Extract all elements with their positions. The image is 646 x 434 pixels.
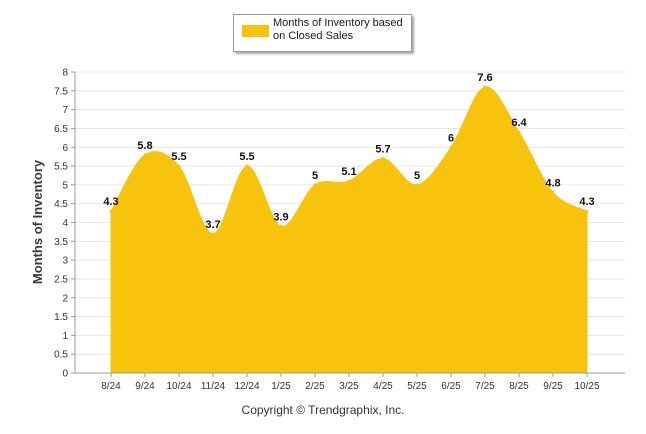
data-point xyxy=(483,85,487,89)
data-point xyxy=(109,209,113,213)
x-tick-label: 12/24 xyxy=(234,381,259,392)
x-tick-label: 10/25 xyxy=(574,381,599,392)
area-series xyxy=(109,85,589,374)
area-fill xyxy=(110,86,588,374)
data-label: 7.6 xyxy=(477,72,492,84)
y-tick-label: 0 xyxy=(62,369,68,380)
data-label: 3.7 xyxy=(205,219,220,231)
data-label: 5.5 xyxy=(171,151,186,163)
x-tick-label: 6/25 xyxy=(441,381,461,392)
data-label: 4.3 xyxy=(103,196,118,208)
data-label: 5 xyxy=(312,170,318,182)
y-tick-label: 5 xyxy=(62,180,68,191)
x-tick-label: 1/25 xyxy=(271,381,291,392)
data-point xyxy=(551,190,555,194)
y-axis-title: Months of Inventory xyxy=(30,159,45,284)
data-point xyxy=(211,232,215,236)
x-tick-label: 9/24 xyxy=(135,381,155,392)
data-label: 3.9 xyxy=(273,211,288,223)
y-tick-label: 1 xyxy=(62,331,68,342)
y-tick-label: 3 xyxy=(62,256,68,267)
data-point xyxy=(313,183,317,187)
data-labels: 4.3 5.8 5.5 3.7 5.5 3.9 5 5.1 5.7 5 6 7.6 6.4 4.8 4.3 xyxy=(103,72,594,231)
y-tick-label: 8 xyxy=(62,68,68,79)
y-tick-label: 5.5 xyxy=(54,162,68,173)
x-tick-label: 2/25 xyxy=(305,381,325,392)
x-tick-label: 10/24 xyxy=(166,381,191,392)
y-tick-label: 7.5 xyxy=(54,86,68,97)
data-label: 5.1 xyxy=(341,166,356,178)
y-tick-label: 6.5 xyxy=(54,124,68,135)
x-tick-label: 7/25 xyxy=(475,381,495,392)
y-tick-label: 4 xyxy=(62,218,68,229)
data-label: 4.3 xyxy=(579,196,594,208)
y-tick-label: 0.5 xyxy=(54,350,68,361)
y-tick-label: 7 xyxy=(62,105,68,116)
y-tick-label: 2 xyxy=(62,293,68,304)
y-tick-label: 2.5 xyxy=(54,274,68,285)
legend-swatch xyxy=(242,25,269,37)
x-tick-label: 8/25 xyxy=(509,381,529,392)
legend: Months of Inventory based on Closed Sale… xyxy=(233,14,412,52)
copyright-text: Copyright © Trendgraphix, Inc. xyxy=(241,403,405,417)
data-point xyxy=(449,145,453,149)
x-tick-label: 8/24 xyxy=(101,381,121,392)
data-point xyxy=(143,153,147,157)
y-tick-label: 6 xyxy=(62,143,68,154)
x-tick-label: 5/25 xyxy=(407,381,427,392)
x-tick-label: 9/25 xyxy=(543,381,563,392)
data-label: 5.8 xyxy=(137,140,152,152)
y-tick-label: 3.5 xyxy=(54,237,68,248)
x-tick-label: 11/24 xyxy=(201,381,226,392)
data-point xyxy=(381,157,385,161)
data-label: 5.7 xyxy=(375,144,390,156)
legend-label: Months of Inventory based on Closed Sale… xyxy=(273,17,403,42)
data-label: 5 xyxy=(414,170,420,182)
y-tick-label: 1.5 xyxy=(54,312,68,323)
data-point xyxy=(347,179,351,183)
data-label: 6 xyxy=(448,132,454,144)
data-label: 4.8 xyxy=(545,177,560,189)
data-point xyxy=(279,224,283,228)
data-point xyxy=(177,164,181,168)
data-label: 6.4 xyxy=(511,117,527,129)
data-point xyxy=(517,130,521,134)
data-point xyxy=(415,183,419,187)
data-label: 5.5 xyxy=(239,151,254,163)
y-tick-label: 4.5 xyxy=(54,199,68,210)
data-point xyxy=(585,209,589,213)
data-point xyxy=(245,164,249,168)
x-tick-label: 3/25 xyxy=(339,381,359,392)
axes: 0 0.5 1 1.5 2 2.5 3 3.5 4 4.5 5 5.5 6 6.5 7 7.5 8 8/24 9/2… xyxy=(54,68,625,392)
x-tick-label: 4/25 xyxy=(373,381,393,392)
